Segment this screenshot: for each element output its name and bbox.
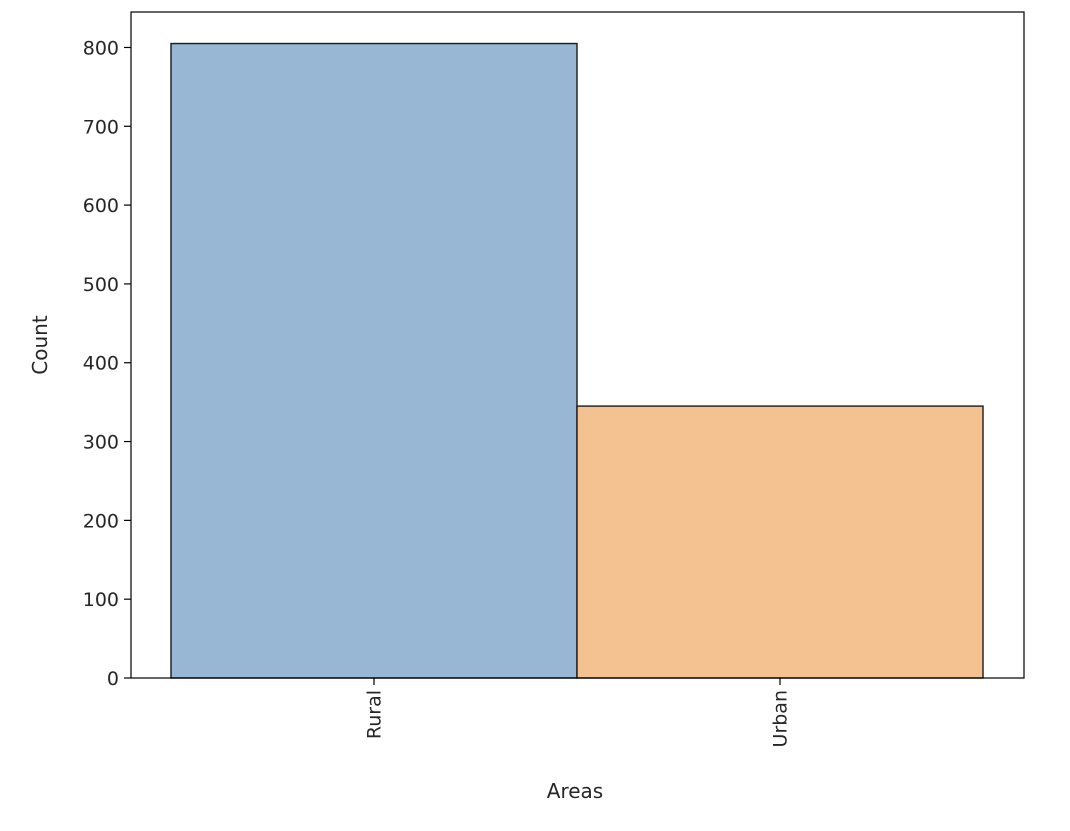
x-axis: Rural Urban [364,678,792,747]
y-axis-label: Count [28,315,52,375]
y-tick-label: 100 [83,589,119,611]
y-tick-label: 200 [83,510,119,532]
x-axis-label: Areas [547,779,603,803]
y-tick-label: 500 [83,274,119,296]
y-tick-label: 300 [83,432,119,454]
y-tick-label: 700 [83,116,119,138]
y-axis: 0 100 200 300 400 500 600 700 800 [83,37,131,690]
bar-urban [576,405,984,679]
y-tick-label: 0 [107,668,119,690]
x-tick-label-urban: Urban [770,690,792,747]
plot-frame [130,11,1025,679]
y-tick-label: 600 [83,195,119,217]
bar-rural [170,42,578,679]
y-tick-label: 400 [83,353,119,375]
y-tick-label: 800 [83,37,119,59]
bars-group [170,42,984,679]
x-tick-label-rural: Rural [364,690,386,739]
